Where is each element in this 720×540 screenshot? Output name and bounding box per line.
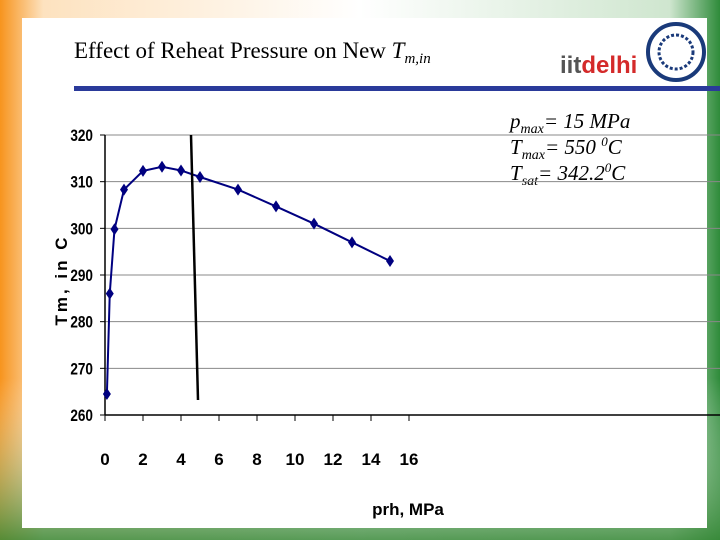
y-tick-label: 260 [70,407,93,426]
x-tick-label: 0 [100,450,109,469]
annotation-superscript: 0 [605,160,612,175]
annotation-symbol: T [510,161,523,185]
x-tick-label: 12 [324,450,343,469]
x-tick-label: 16 [400,450,419,469]
annotation-symbol: T [510,135,523,159]
annotation: Tmax= 550 0C [510,134,623,163]
data-point [348,236,356,249]
annotation-subscript: max [522,148,546,163]
data-point [234,183,242,196]
annotation-superscript: 0 [601,134,608,149]
x-tick-label: 6 [214,450,223,469]
y-tick-label: 300 [70,220,93,239]
y-tick-label: 310 [70,173,93,192]
y-tick-label: 290 [70,267,93,286]
title-text: Effect of Reheat Pressure on New [74,38,392,63]
data-point [139,164,147,177]
slide-body [22,18,707,528]
x-tick-label: 8 [252,450,261,469]
chart: 260 270 280 290 300 310 320 0 2 4 6 8 10 12 14 16 prh, M… [52,127,720,519]
title-subscript: m,in [404,51,430,67]
data-point [177,164,185,177]
annotation: pmax= 15 MPa [508,109,630,137]
data-point [110,223,119,236]
annotation-subscript: max [521,122,545,137]
annotation-text: = 15 MPa [544,109,631,133]
y-tick-label: 320 [70,127,93,146]
y-tick-label: 270 [70,360,93,379]
data-point [196,171,204,183]
data-point [105,287,114,300]
annotation-text: = 550 [545,135,601,159]
annotation-unit: C [608,135,623,159]
data-point [120,183,128,196]
x-tick-label: 2 [138,450,147,469]
x-tick-label: 10 [286,450,305,469]
saturation-line [189,134,200,401]
x-axis-label: prh, MPa [372,500,444,519]
data-point [386,255,394,267]
data-point [102,388,111,400]
slide-title: Effect of Reheat Pressure on New Tm,in [74,38,431,67]
annotation: Tsat= 342.20C [510,160,626,189]
y-axis-label: Tm, in C [52,234,71,325]
logo-text: iitdelhi [560,52,637,79]
data-point [272,200,280,213]
title-symbol: T [392,38,407,63]
x-tick-label: 4 [176,450,186,469]
data-point [158,160,166,173]
y-tick-label: 280 [70,313,93,332]
title-rule [74,86,720,91]
x-tick-label: 14 [362,450,381,469]
annotation-symbol: p [508,109,521,133]
logo-part: delhi [581,52,637,79]
logo-emblem-inner [657,33,695,71]
logo-part: iit [560,52,581,79]
annotation-unit: C [611,161,626,185]
logo-emblem [646,22,706,82]
annotation-text: = 342.2 [538,161,605,185]
data-point [310,217,318,230]
